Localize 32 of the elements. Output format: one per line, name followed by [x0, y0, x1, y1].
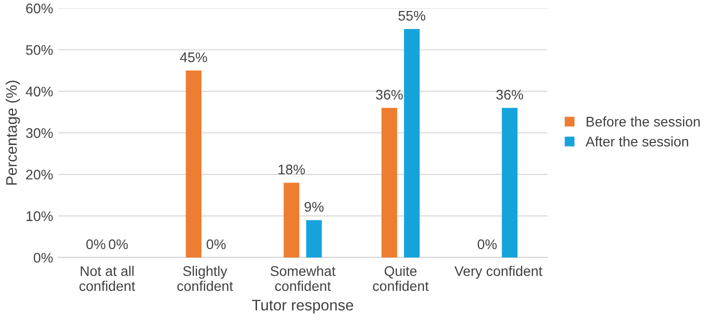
data-label: 9%	[304, 202, 324, 212]
data-label: 18%	[278, 164, 305, 174]
y-tick-label: 10%	[26, 211, 53, 222]
data-label: 0%	[478, 239, 497, 250]
y-tick-label: 40%	[26, 86, 53, 96]
legend-label: Before the session	[586, 116, 700, 127]
data-label: 45%	[180, 52, 208, 62]
y-tick-label: 50%	[26, 45, 53, 55]
x-tick-label: Somewhat confident	[270, 266, 336, 291]
bar	[186, 70, 202, 258]
y-tick-label: 30%	[26, 128, 53, 138]
data-label: 0%	[206, 239, 226, 250]
data-label: 0%	[108, 239, 128, 250]
y-tick-label: 0%	[34, 252, 53, 263]
bar	[306, 220, 322, 258]
bar	[502, 108, 518, 258]
data-label: 0%	[86, 239, 106, 250]
data-label: 55%	[398, 10, 426, 21]
x-tick-label: Very confident	[454, 266, 542, 279]
data-label: 36%	[376, 90, 403, 100]
data-label: 36%	[496, 90, 524, 100]
y-tick-label: 20%	[26, 170, 53, 180]
bar	[284, 182, 300, 258]
y-tick-label: 60%	[26, 4, 53, 14]
y-axis-title: Percentage (%)	[6, 80, 20, 185]
x-tick-label: Not at all confident	[79, 266, 136, 291]
x-axis-title: Tutor response	[252, 300, 354, 314]
bar	[404, 28, 420, 258]
legend-label: After the session	[586, 136, 688, 147]
bar	[382, 108, 398, 258]
x-tick-label: Slightly confident	[177, 266, 233, 291]
x-tick-label: Quite confident	[372, 266, 429, 291]
